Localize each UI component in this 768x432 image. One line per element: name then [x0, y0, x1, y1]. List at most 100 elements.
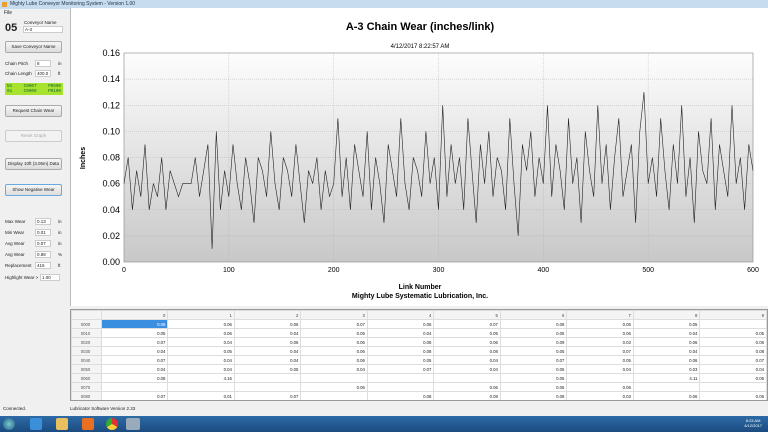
row-header[interactable]: 0000	[71, 319, 102, 329]
table-cell[interactable]	[632, 382, 701, 392]
table-cell[interactable]: 0.05	[499, 346, 568, 356]
reset-graph-button[interactable]: Reset Graph	[5, 130, 62, 142]
media-player-icon[interactable]	[82, 418, 94, 430]
table-cell[interactable]: 0.06	[300, 355, 368, 365]
table-cell[interactable]: 0.08	[366, 346, 435, 356]
table-cell[interactable]: 0.05	[433, 328, 501, 338]
table-cell[interactable]: 0.05	[300, 328, 368, 338]
table-cell[interactable]: 0.08	[499, 319, 568, 329]
conveyor-app-icon[interactable]	[126, 418, 140, 430]
table-cell[interactable]: 0.04	[366, 328, 435, 338]
table-cell[interactable]	[699, 319, 767, 329]
table-cell[interactable]: 0.04	[233, 355, 302, 365]
table-cell[interactable]: 0.03	[566, 391, 634, 400]
table-cell[interactable]	[100, 382, 169, 392]
table-cell[interactable]: 0.05	[566, 355, 634, 365]
column-header[interactable]: 9	[699, 310, 767, 320]
table-cell[interactable]: 0.04	[167, 355, 235, 365]
table-cell[interactable]: 0.07	[233, 391, 302, 400]
table-cell[interactable]: 0.08	[433, 391, 501, 400]
table-cell[interactable]	[300, 373, 368, 383]
row-header[interactable]: 0050	[71, 364, 102, 374]
table-cell[interactable]: 0.05	[699, 328, 767, 338]
table-cell[interactable]	[366, 382, 435, 392]
table-cell[interactable]: 0.03	[632, 364, 701, 374]
table-cell[interactable]: 0.04	[100, 364, 169, 374]
table-cell[interactable]: 0.04	[233, 328, 302, 338]
chain-length-input[interactable]: 400.0	[35, 70, 51, 77]
table-cell[interactable]: 0.06	[699, 337, 767, 347]
table-cell[interactable]	[167, 382, 235, 392]
table-cell[interactable]: 0.04	[233, 346, 302, 356]
table-cell[interactable]: 0.06	[167, 328, 235, 338]
table-cell[interactable]	[233, 382, 302, 392]
table-cell[interactable]: 0.07	[300, 319, 368, 329]
row-header[interactable]: 0020	[71, 337, 102, 347]
table-cell[interactable]: 0.04	[433, 355, 501, 365]
wear-data-grid[interactable]: 0 1 2 3 4 5 6 7 8 9 0000 0.08 0.06 0.06 0.07 0.06 0.07 0.…	[70, 309, 768, 401]
save-conveyor-name-button[interactable]: Save Conveyor Name	[5, 41, 62, 53]
row-header[interactable]: 0030	[71, 346, 102, 356]
table-cell[interactable]: 0.06	[366, 319, 435, 329]
table-cell[interactable]: 0.04	[100, 346, 169, 356]
table-cell[interactable]: 0.07	[100, 337, 169, 347]
table-cell[interactable]	[566, 373, 634, 383]
column-header[interactable]: 0	[100, 310, 169, 320]
column-header[interactable]: 6	[499, 310, 568, 320]
table-cell[interactable]: 0.04	[632, 328, 701, 338]
table-cell[interactable]: 0.05	[100, 328, 169, 338]
table-cell[interactable]: 0.06	[566, 328, 634, 338]
column-header[interactable]: 5	[433, 310, 501, 320]
table-cell[interactable]: 0.06	[167, 319, 235, 329]
table-cell[interactable]: 0.06	[632, 355, 701, 365]
show-negative-wear-button[interactable]: Show Negative Wear	[5, 184, 62, 196]
table-cell[interactable]: 0.05	[632, 319, 701, 329]
table-cell[interactable]: 0.04	[699, 364, 767, 374]
table-cell[interactable]: 0.05	[233, 364, 302, 374]
table-cell[interactable]: 0.09	[499, 337, 568, 347]
table-cell[interactable]: 0.05	[499, 373, 568, 383]
table-cell[interactable]: 0.06	[233, 319, 302, 329]
table-cell[interactable]: 4.11	[632, 373, 701, 383]
internet-explorer-icon[interactable]	[30, 418, 42, 430]
table-cell[interactable]: 0.08	[100, 319, 169, 329]
file-explorer-icon[interactable]	[56, 418, 68, 430]
table-cell[interactable]: 0.01	[167, 391, 235, 400]
column-header[interactable]: 8	[632, 310, 701, 320]
row-header[interactable]: 0080	[71, 391, 102, 400]
column-header[interactable]: 3	[300, 310, 368, 320]
table-cell[interactable]: 0.04	[632, 346, 701, 356]
row-header[interactable]: 0060	[71, 373, 102, 383]
table-cell[interactable]: 0.04	[300, 364, 368, 374]
table-cell[interactable]: 0.06	[300, 346, 368, 356]
table-cell[interactable]: 0.06	[699, 391, 767, 400]
table-cell[interactable]: 0.06	[233, 337, 302, 347]
highlight-wear-spinner[interactable]: 1.00	[40, 274, 60, 281]
table-cell[interactable]: 0.06	[499, 382, 568, 392]
table-cell[interactable]: 4.16	[167, 373, 235, 383]
table-cell[interactable]: 0.05	[499, 328, 568, 338]
table-cell[interactable]: 0.06	[300, 337, 368, 347]
table-cell[interactable]	[433, 373, 501, 383]
table-cell[interactable]	[699, 382, 767, 392]
table-cell[interactable]: 0.08	[100, 373, 169, 383]
table-cell[interactable]: 0.06	[300, 382, 368, 392]
column-header[interactable]: 7	[566, 310, 634, 320]
table-cell[interactable]: 0.07	[100, 355, 169, 365]
table-cell[interactable]: 0.07	[366, 364, 435, 374]
table-cell[interactable]: 0.05	[566, 319, 634, 329]
table-cell[interactable]: 0.06	[699, 373, 767, 383]
table-cell[interactable]: 0.04	[433, 364, 501, 374]
clock[interactable]: 8:23 AM 4/12/2017	[744, 418, 762, 428]
chrome-icon[interactable]	[106, 418, 118, 430]
menu-file[interactable]: File	[4, 10, 13, 16]
start-button-icon[interactable]	[3, 418, 15, 430]
column-header[interactable]: 2	[233, 310, 302, 320]
table-cell[interactable]: 0.06	[632, 391, 701, 400]
table-cell[interactable]: 0.06	[632, 337, 701, 347]
table-cell[interactable]: 0.08	[499, 391, 568, 400]
table-cell[interactable]: 0.06	[433, 337, 501, 347]
table-cell[interactable]: 0.04	[167, 337, 235, 347]
table-cell[interactable]	[366, 373, 435, 383]
table-cell[interactable]: 0.08	[699, 346, 767, 356]
